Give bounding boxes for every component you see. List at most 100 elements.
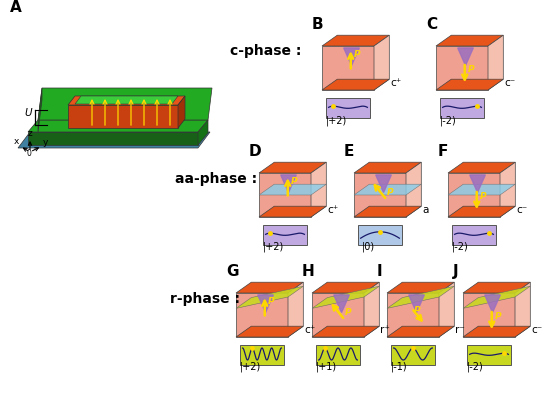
Polygon shape bbox=[515, 282, 530, 337]
Text: A: A bbox=[10, 0, 22, 15]
Polygon shape bbox=[68, 96, 185, 105]
Polygon shape bbox=[236, 286, 303, 308]
Polygon shape bbox=[312, 286, 380, 308]
Polygon shape bbox=[387, 286, 454, 308]
Bar bbox=[440, 98, 484, 118]
Polygon shape bbox=[312, 326, 380, 337]
Polygon shape bbox=[312, 282, 380, 293]
Polygon shape bbox=[322, 35, 389, 46]
Polygon shape bbox=[354, 173, 406, 217]
Polygon shape bbox=[387, 293, 439, 337]
Polygon shape bbox=[288, 282, 303, 337]
Polygon shape bbox=[178, 96, 185, 128]
Polygon shape bbox=[258, 295, 273, 312]
Polygon shape bbox=[322, 79, 389, 90]
Text: P: P bbox=[344, 308, 351, 317]
Text: |-2): |-2) bbox=[440, 115, 456, 126]
Polygon shape bbox=[463, 282, 530, 293]
Text: c⁻: c⁻ bbox=[516, 205, 527, 215]
Text: P: P bbox=[268, 297, 274, 307]
Text: y: y bbox=[43, 138, 48, 147]
Text: P: P bbox=[291, 177, 298, 186]
Bar bbox=[263, 225, 307, 245]
Polygon shape bbox=[354, 162, 421, 173]
Text: |+2): |+2) bbox=[326, 115, 347, 126]
Polygon shape bbox=[448, 173, 500, 217]
Polygon shape bbox=[470, 175, 485, 192]
Text: |+2): |+2) bbox=[240, 362, 261, 372]
Polygon shape bbox=[376, 175, 391, 192]
Text: aa-phase :: aa-phase : bbox=[175, 172, 257, 186]
Polygon shape bbox=[387, 326, 454, 337]
Text: U: U bbox=[24, 108, 32, 118]
Polygon shape bbox=[463, 293, 515, 337]
Polygon shape bbox=[259, 173, 311, 217]
Text: r-phase :: r-phase : bbox=[170, 292, 240, 306]
Text: |-2): |-2) bbox=[467, 362, 484, 372]
Polygon shape bbox=[485, 295, 500, 312]
Text: P: P bbox=[468, 65, 475, 74]
Bar bbox=[316, 345, 360, 365]
Text: E: E bbox=[344, 144, 354, 159]
Text: c-phase :: c-phase : bbox=[230, 44, 301, 58]
Text: |+2): |+2) bbox=[263, 242, 284, 252]
Polygon shape bbox=[236, 282, 303, 293]
Polygon shape bbox=[28, 120, 208, 132]
Polygon shape bbox=[488, 35, 503, 90]
Text: F: F bbox=[438, 144, 448, 159]
Text: c⁺: c⁺ bbox=[327, 205, 339, 215]
Polygon shape bbox=[334, 295, 349, 312]
Bar bbox=[452, 225, 496, 245]
Text: c⁺: c⁺ bbox=[390, 78, 402, 88]
Text: c⁺: c⁺ bbox=[304, 325, 316, 335]
Polygon shape bbox=[458, 48, 474, 66]
Text: a: a bbox=[422, 205, 428, 215]
Text: |-2): |-2) bbox=[452, 242, 469, 252]
Polygon shape bbox=[236, 293, 288, 337]
Bar bbox=[326, 98, 370, 118]
Polygon shape bbox=[463, 286, 530, 308]
Text: P: P bbox=[387, 188, 393, 197]
Text: P: P bbox=[480, 192, 486, 201]
Text: r⁺: r⁺ bbox=[380, 325, 390, 335]
Polygon shape bbox=[406, 162, 421, 217]
Polygon shape bbox=[311, 162, 326, 217]
Polygon shape bbox=[448, 162, 515, 173]
Polygon shape bbox=[75, 96, 178, 104]
Polygon shape bbox=[364, 282, 380, 337]
Polygon shape bbox=[354, 184, 421, 195]
Bar bbox=[391, 345, 435, 365]
Text: c⁻: c⁻ bbox=[531, 325, 542, 335]
Bar bbox=[467, 345, 511, 365]
Text: r⁻: r⁻ bbox=[455, 325, 465, 335]
Polygon shape bbox=[28, 132, 198, 145]
Text: G: G bbox=[226, 264, 239, 279]
Polygon shape bbox=[439, 282, 454, 337]
Polygon shape bbox=[259, 206, 326, 217]
Polygon shape bbox=[236, 326, 303, 337]
Text: |0): |0) bbox=[362, 242, 375, 252]
Polygon shape bbox=[18, 132, 210, 148]
Text: P: P bbox=[354, 51, 360, 60]
Polygon shape bbox=[463, 326, 530, 337]
Polygon shape bbox=[198, 120, 208, 145]
Polygon shape bbox=[448, 206, 515, 217]
Text: C: C bbox=[426, 17, 437, 32]
Text: z: z bbox=[28, 129, 33, 138]
Polygon shape bbox=[374, 35, 389, 90]
Polygon shape bbox=[259, 162, 326, 173]
Text: |-1): |-1) bbox=[391, 362, 408, 372]
Text: c⁻: c⁻ bbox=[504, 78, 515, 88]
Text: |+1): |+1) bbox=[316, 362, 337, 372]
Bar bbox=[240, 345, 284, 365]
Polygon shape bbox=[280, 175, 296, 192]
Text: P: P bbox=[414, 306, 421, 315]
Polygon shape bbox=[436, 79, 503, 90]
Polygon shape bbox=[312, 293, 364, 337]
Polygon shape bbox=[259, 184, 326, 195]
Text: x: x bbox=[14, 137, 19, 146]
Polygon shape bbox=[322, 46, 374, 90]
Polygon shape bbox=[500, 162, 515, 217]
Polygon shape bbox=[436, 35, 503, 46]
Polygon shape bbox=[409, 295, 424, 312]
